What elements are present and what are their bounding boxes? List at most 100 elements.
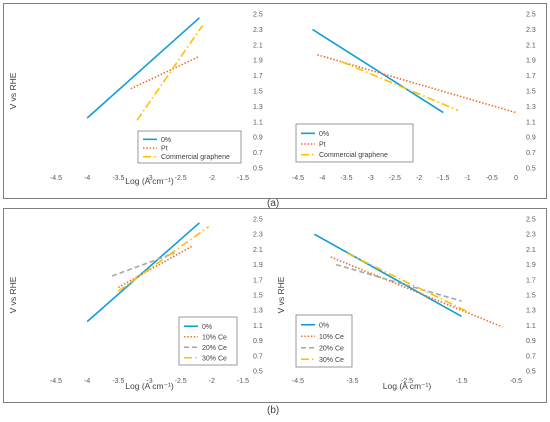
y-tick-label: 0.9 <box>526 135 536 142</box>
x-tick-label: -3.5 <box>340 175 352 182</box>
legend-label: 0% <box>319 322 329 329</box>
x-axis-title: Log (A cm⁻¹) <box>125 176 174 186</box>
y-tick-label: 1.3 <box>253 104 263 111</box>
y-tick-label: 1.7 <box>253 277 263 284</box>
y-tick-label: 0.5 <box>253 166 263 173</box>
legend-label: Commercial graphene <box>319 152 388 159</box>
y-tick-label: 1.7 <box>526 73 536 80</box>
y-tick-label: 2.3 <box>253 232 263 239</box>
legend-label: 0% <box>202 324 212 331</box>
y-tick-label: 1.9 <box>253 58 263 65</box>
y-tick-label: 0.5 <box>526 369 536 376</box>
x-tick-label: -4 <box>84 175 90 182</box>
x-tick-label: -4.5 <box>50 378 62 385</box>
x-tick-label: -2 <box>209 378 215 385</box>
y-tick-label: 2.3 <box>526 27 536 34</box>
y-tick-label: 0.7 <box>526 150 536 157</box>
series-line-0 <box>313 233 462 317</box>
y-tick-label: 1.5 <box>253 293 263 300</box>
legend-label: 20% Ce <box>319 345 344 352</box>
x-tick-label: -4 <box>84 378 90 385</box>
y-tick-label: 2.5 <box>253 12 263 19</box>
x-axis-title: Log (A cm⁻¹) <box>383 381 432 391</box>
legend-label: Pt <box>161 146 168 153</box>
x-tick-label: -1.5 <box>455 378 467 385</box>
legend-box <box>295 123 414 163</box>
y-tick-label: 0.9 <box>253 135 263 142</box>
panel-label-b: (b) <box>267 405 280 416</box>
legend-label: 10% Ce <box>319 334 344 341</box>
series-line-30-ce <box>117 225 210 292</box>
series-line-0 <box>86 222 200 323</box>
y-tick-label: 0.9 <box>526 338 536 345</box>
y-tick-label: 0.5 <box>526 166 536 173</box>
x-tick-label: -2 <box>416 175 422 182</box>
legend-label: 30% Ce <box>202 355 227 362</box>
series-line-0 <box>312 28 444 114</box>
series-line-20-ce <box>111 252 175 277</box>
y-tick-label: 2.5 <box>526 12 536 19</box>
series-line-commercial-graphene <box>341 60 459 112</box>
x-tick-label: -2 <box>209 175 215 182</box>
legend-label: 0% <box>319 131 329 138</box>
x-tick-label: -3.5 <box>112 175 124 182</box>
legend-label: 10% Ce <box>202 334 227 341</box>
y-tick-label: 1.3 <box>526 104 536 111</box>
legend-box <box>295 314 353 368</box>
y-tick-label: 2.5 <box>526 217 536 224</box>
y-tick-label: 2.1 <box>526 247 536 254</box>
x-tick-label: -4 <box>319 175 325 182</box>
panel-b-frame <box>3 208 547 403</box>
y-tick-label: 0.9 <box>253 338 263 345</box>
x-tick-label: -3.5 <box>112 378 124 385</box>
y-tick-label: 2.3 <box>526 232 536 239</box>
x-tick-label: -1.5 <box>237 175 249 182</box>
y-tick-label: 2.1 <box>253 42 263 49</box>
series-line-20-ce <box>335 263 462 302</box>
legend-label: Pt <box>319 142 326 149</box>
y-tick-label: 1.1 <box>526 119 536 126</box>
y-tick-label: 1.7 <box>526 277 536 284</box>
y-tick-label: 2.3 <box>253 27 263 34</box>
x-tick-label: -1.5 <box>437 175 449 182</box>
y-tick-label: 1.9 <box>253 262 263 269</box>
legend-label: 20% Ce <box>202 345 227 352</box>
legend-label: Commercial graphene <box>161 154 230 161</box>
x-tick-label: 0 <box>514 175 518 182</box>
x-tick-label: -3.5 <box>346 378 358 385</box>
series-line-commercial-graphene <box>136 25 204 121</box>
y-tick-label: 0.7 <box>526 353 536 360</box>
series-line-10-ce <box>117 244 194 289</box>
panel-a-frame <box>3 3 547 199</box>
x-tick-label: -1 <box>464 175 470 182</box>
chart-a-right: 0.5 0.7 0.9 1.1 1.3 1.5 1.7 1.9 2.1 2.3 2.5 -4.5 -4 -… <box>292 12 536 183</box>
y-axis-title: V vs RHE <box>8 276 18 313</box>
y-axis-title: V vs RHE <box>276 276 286 313</box>
y-tick-label: 1.5 <box>526 293 536 300</box>
y-tick-label: 0.5 <box>253 369 263 376</box>
x-tick-label: -2.5 <box>175 378 187 385</box>
y-tick-label: 1.3 <box>526 308 536 315</box>
y-tick-label: 1.5 <box>526 89 536 96</box>
y-tick-label: 1.1 <box>253 323 263 330</box>
x-tick-label: -2.5 <box>389 175 401 182</box>
series-line-30-ce <box>346 252 473 315</box>
legend-box <box>137 130 242 164</box>
y-tick-label: 0.7 <box>253 150 263 157</box>
chart-b-left: 0.5 0.7 0.9 1.1 1.3 1.5 1.7 1.9 2.1 2.3 2.5 -4.5 -4 -… <box>8 217 263 392</box>
x-tick-label: -1.5 <box>237 378 249 385</box>
y-tick-label: 1.7 <box>253 73 263 80</box>
legend-label: 30% Ce <box>319 357 344 364</box>
x-tick-label: -4.5 <box>50 175 62 182</box>
y-tick-label: 2.1 <box>253 247 263 254</box>
chart-b-right: 0.5 0.7 0.9 1.1 1.3 1.5 1.7 1.9 2.1 2.3 2.5 -4.5 -3.… <box>276 217 536 392</box>
y-tick-label: 1.1 <box>253 119 263 126</box>
series-line-10-ce <box>330 256 503 328</box>
x-axis-title: Log (A cm⁻¹) <box>125 381 174 391</box>
x-tick-label: -2.5 <box>175 175 187 182</box>
x-tick-label: -3 <box>146 378 152 385</box>
series-line-0 <box>86 17 200 119</box>
x-tick-label: -0.5 <box>510 378 522 385</box>
x-tick-label: -3 <box>368 175 374 182</box>
y-tick-label: 2.1 <box>526 42 536 49</box>
